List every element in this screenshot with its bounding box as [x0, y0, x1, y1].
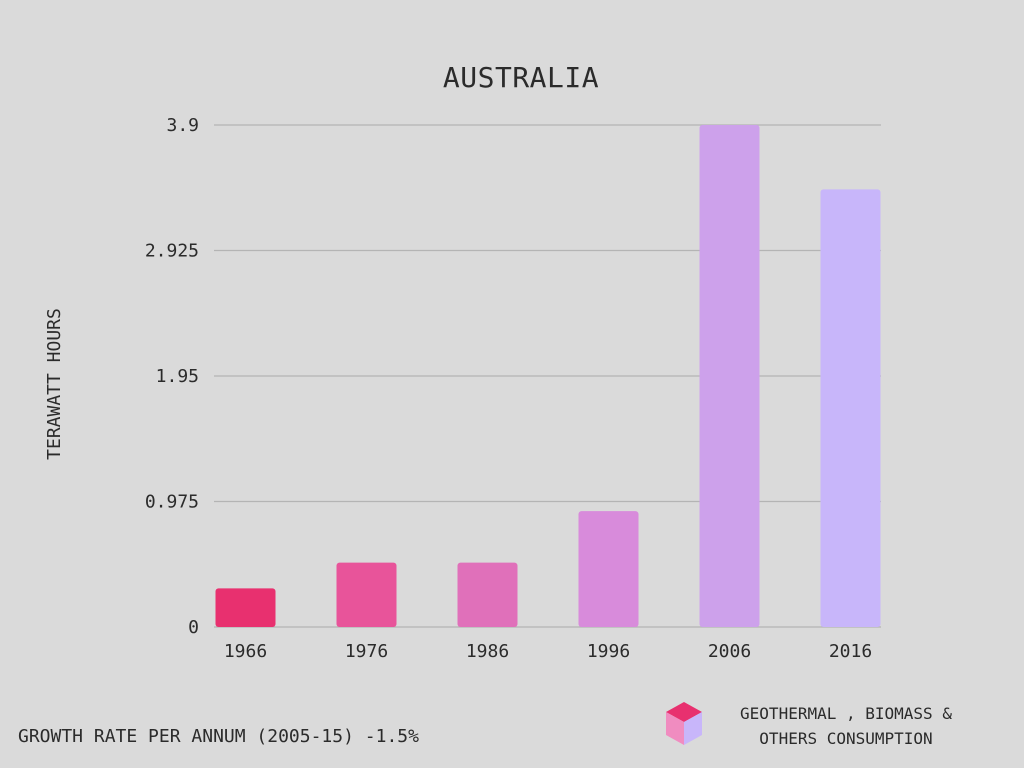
cube-left-face	[666, 712, 684, 745]
chart-title: AUSTRALIA	[443, 61, 599, 94]
y-tick-label: 1.95	[156, 366, 199, 387]
gridlines	[214, 124, 881, 628]
x-tick-label: 1986	[466, 641, 509, 662]
legend-line-1: GEOTHERMAL , BIOMASS &	[740, 704, 952, 723]
y-tick-label: 3.9	[166, 115, 199, 136]
growth-rate-text: GROWTH RATE PER ANNUM (2005-15) -1.5%	[18, 726, 419, 747]
cube-right-face	[684, 712, 702, 745]
bar-1986	[457, 562, 518, 627]
legend: GEOTHERMAL , BIOMASS & OTHERS CONSUMPTIO…	[666, 702, 952, 748]
bar-1976	[336, 562, 397, 627]
bar-2016	[820, 189, 881, 627]
y-tick-label: 0	[188, 617, 199, 638]
x-tick-labels: 1966 1976 1986 1996 2006 2016	[224, 641, 872, 662]
bar-2006	[699, 125, 760, 627]
x-tick-label: 1996	[587, 641, 630, 662]
y-tick-labels: 0 0.975 1.95 2.925 3.9	[145, 115, 199, 638]
legend-line-2: OTHERS CONSUMPTION	[759, 729, 932, 748]
bar-1996	[578, 511, 639, 627]
x-tick-label: 2016	[829, 641, 872, 662]
x-tick-label: 1976	[345, 641, 388, 662]
bar-1966	[215, 588, 276, 627]
x-tick-label: 2006	[708, 641, 751, 662]
y-tick-label: 0.975	[145, 492, 199, 513]
bars	[215, 125, 881, 627]
y-tick-label: 2.925	[145, 241, 199, 262]
x-tick-label: 1966	[224, 641, 267, 662]
cube-icon	[666, 702, 702, 745]
y-axis-label: TERAWATT HOURS	[44, 308, 65, 460]
